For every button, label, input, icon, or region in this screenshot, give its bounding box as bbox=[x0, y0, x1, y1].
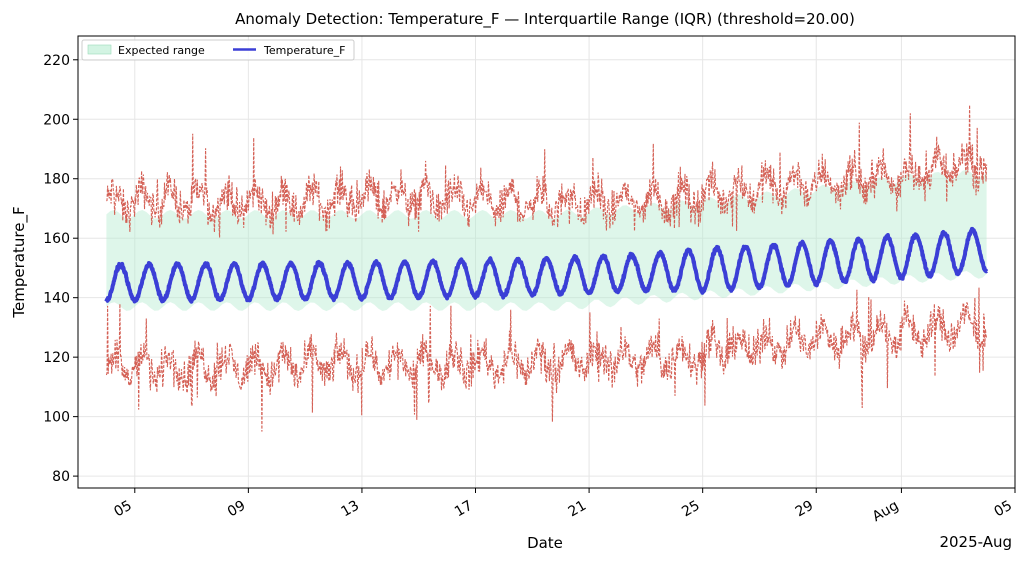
y-axis-label: Temperature_F bbox=[10, 206, 29, 318]
x-axis-label: Date bbox=[527, 534, 563, 552]
y-tick-label: 220 bbox=[43, 53, 70, 69]
x-tick-label: 29 bbox=[793, 498, 816, 521]
legend: Expected range Temperature_F bbox=[81, 39, 355, 61]
fence-layer bbox=[105, 104, 988, 432]
y-tick-label: 140 bbox=[43, 291, 70, 307]
upper-fence-line bbox=[106, 104, 988, 238]
x-tick-label: 17 bbox=[452, 498, 475, 521]
legend-label-temperature: Temperature_F bbox=[263, 44, 346, 57]
y-axis: 80 100 120 140 160 180 200 220 bbox=[43, 53, 78, 485]
plot-frame bbox=[77, 35, 1016, 489]
legend-label-expected-range: Expected range bbox=[118, 44, 205, 57]
y-tick-label: 100 bbox=[43, 410, 70, 426]
x-tick-label: 25 bbox=[679, 498, 702, 521]
x-tick-label: 05 bbox=[992, 498, 1015, 521]
legend-box bbox=[81, 39, 355, 61]
lower-fence-line bbox=[105, 287, 988, 432]
x-axis-offset-label: 2025-Aug bbox=[939, 533, 1012, 551]
y-tick-label: 80 bbox=[52, 469, 70, 485]
temperature-line bbox=[104, 226, 989, 304]
series-layer bbox=[104, 226, 989, 304]
chart-title: Anomaly Detection: Temperature_F — Inter… bbox=[235, 10, 855, 29]
y-tick-label: 160 bbox=[43, 231, 70, 247]
x-tick-label: 09 bbox=[225, 498, 248, 521]
y-tick-label: 180 bbox=[43, 172, 70, 188]
y-tick-label: 200 bbox=[43, 112, 70, 128]
x-tick-label: 21 bbox=[566, 498, 589, 521]
x-tick-label: 13 bbox=[338, 498, 361, 521]
legend-swatch-expected-range bbox=[87, 44, 112, 55]
x-tick-label: 05 bbox=[111, 498, 134, 521]
x-axis: 05 09 13 17 21 25 29 Aug 05 bbox=[111, 488, 1016, 525]
y-tick-label: 120 bbox=[43, 350, 70, 366]
